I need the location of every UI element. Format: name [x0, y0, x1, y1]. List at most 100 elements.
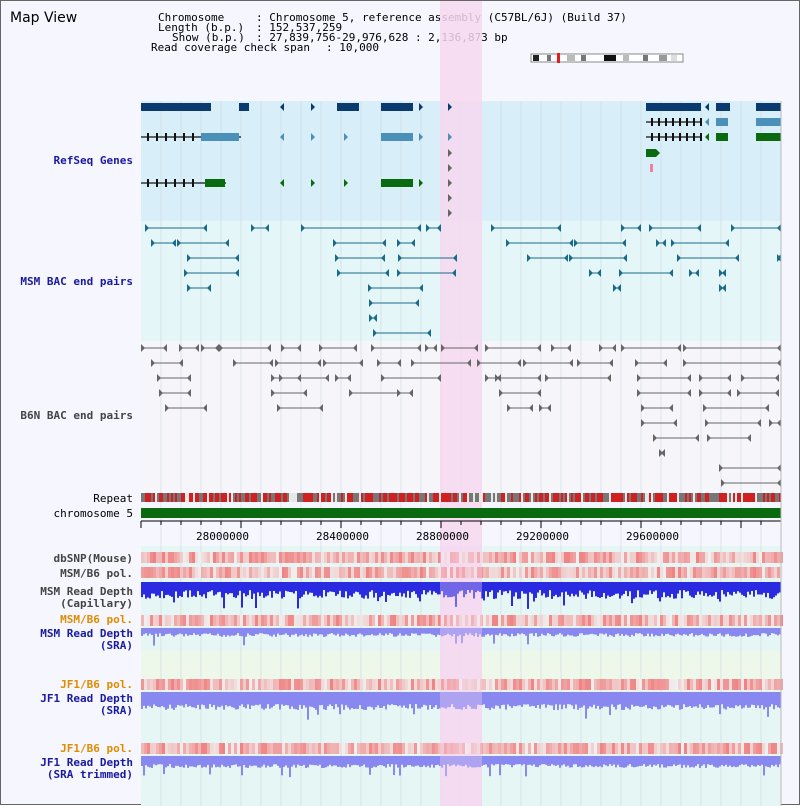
repeat-segment [603, 493, 605, 502]
jf1-depth-trimmed-bar [557, 756, 559, 765]
msm-b6-pol-heat-cell [306, 567, 309, 578]
msm-depth-sra-bar [297, 628, 299, 637]
jf1-b6-pol-heat-cell [381, 679, 384, 690]
repeat-segment [379, 493, 381, 502]
msm-b6-pol-heat-cell [723, 567, 726, 578]
jf1-b6-pol-heat-cell [642, 679, 645, 690]
jf1-depth-sra-bar [481, 692, 483, 706]
msm-depth-capillary-bar [269, 582, 271, 592]
msm-b6-pol-heat-cell [525, 567, 528, 578]
msm-b6-pol-heat-cell [273, 615, 276, 626]
track-label-msm-depth-sra-sub: (SRA) [99, 639, 133, 652]
jf1-depth-trimmed-bar [421, 756, 423, 767]
msm-b6-pol-heat-cell [405, 567, 408, 578]
jf1-depth-sra-bar [775, 692, 777, 706]
jf1-depth-sra-bar [325, 692, 327, 710]
msm-b6-pol-heat-cell [561, 567, 564, 578]
jf1-depth-trimmed-bar [335, 756, 337, 766]
msm-depth-capillary-bar [529, 582, 531, 593]
track-label-b6n-bac[interactable]: B6N BAC end pairs [20, 409, 133, 422]
msm-depth-sra-bar [751, 628, 753, 636]
jf1-b6-pol-heat-cell [474, 743, 477, 754]
jf1-b6-pol-heat-cell [426, 743, 429, 754]
msm-depth-capillary-bar [437, 582, 439, 595]
b6n-bac-end-marker [663, 359, 667, 367]
jf1-b6-pol-heat-cell [261, 743, 264, 754]
jf1-b6-pol-heat-cell [153, 679, 156, 690]
dbsnp-heat-cell [195, 552, 198, 563]
jf1-b6-pol-heat-cell [201, 743, 204, 754]
msm-depth-sra-bar [431, 628, 433, 635]
msm-depth-capillary-bar [347, 582, 349, 599]
jf1-b6-pol-heat-cell [345, 743, 348, 754]
jf1-depth-sra-bar [519, 692, 521, 706]
dbsnp-heat-cell [666, 552, 669, 563]
msm-b6-pol-heat-cell [420, 615, 423, 626]
msm-depth-sra-bar [693, 628, 695, 637]
track-label-msm-bac[interactable]: MSM BAC end pairs [20, 275, 133, 288]
msm-b6-pol-heat-cell [489, 567, 492, 578]
dbsnp-heat-cell [600, 552, 603, 563]
msm-b6-pol-heat-cell [222, 567, 225, 578]
refseq-exon [156, 179, 158, 187]
msm-depth-capillary-bar [741, 582, 743, 595]
repeat-segment [315, 493, 317, 502]
jf1-depth-sra-bar [549, 692, 551, 706]
jf1-depth-sra-bar [459, 692, 461, 710]
msm-b6-pol-heat-cell [492, 615, 495, 626]
coverage-value: : 10,000 [326, 41, 379, 54]
jf1-b6-pol-heat-cell [651, 743, 654, 754]
b6n-bac-end-marker [485, 374, 489, 382]
jf1-depth-sra-bar [483, 692, 485, 705]
jf1-depth-trimmed-bar [381, 756, 383, 766]
msm-depth-sra-bar [147, 628, 149, 636]
msm-depth-sra-bar [291, 628, 293, 635]
msm-b6-pol-heat-cell [153, 567, 156, 578]
jf1-b6-pol-heat-cell [714, 743, 717, 754]
repeat-segment [331, 493, 333, 502]
track-label-refseq[interactable]: RefSeq Genes [53, 154, 133, 167]
jf1-b6-pol-heat-cell [612, 679, 615, 690]
msm-b6-pol-heat-cell [291, 567, 294, 578]
jf1-depth-sra-bar [701, 692, 703, 708]
msm-b6-pol-heat-cell [753, 567, 756, 578]
dbsnp-heat-cell [483, 552, 486, 563]
jf1-depth-trimmed-bar [243, 756, 245, 766]
jf1-depth-trimmed-bar [535, 756, 537, 767]
msm-b6-pol-heat-cell [759, 615, 762, 626]
jf1-depth-trimmed-bar [547, 756, 549, 766]
msm-depth-sra-bar [765, 628, 767, 634]
msm-b6-pol-heat-cell [168, 567, 171, 578]
jf1-b6-pol-heat-cell [747, 743, 750, 754]
msm-b6-pol-heat-cell [621, 615, 624, 626]
dbsnp-heat-cell [144, 552, 147, 563]
jf1-depth-sra-bar [727, 692, 729, 707]
msm-bac-end-marker [656, 239, 660, 247]
jf1-b6-pol-heat-cell [558, 743, 561, 754]
jf1-depth-sra-bar [651, 692, 653, 710]
b6n-bac-end-marker [529, 404, 533, 412]
dbsnp-heat-cell [735, 552, 738, 563]
jf1-b6-pol-heat-cell [627, 679, 630, 690]
jf1-depth-trimmed-bar [669, 756, 671, 767]
jf1-depth-trimmed-bar [515, 756, 517, 765]
repeat-segment [273, 493, 275, 502]
msm-b6-pol-heat-cell [564, 567, 567, 578]
dbsnp-heat-cell [420, 552, 423, 563]
msm-bac-end-marker [574, 239, 578, 247]
repeat-segment [185, 493, 187, 502]
dbsnp-heat-cell [627, 552, 630, 563]
msm-depth-capillary-bar [633, 582, 635, 599]
jf1-depth-trimmed-bar [753, 756, 755, 767]
dbsnp-heat-cell [597, 552, 600, 563]
jf1-depth-trimmed-bar [375, 756, 377, 768]
jf1-b6-pol-heat-cell [759, 679, 762, 690]
dbsnp-heat-cell [756, 552, 759, 563]
msm-b6-pol-heat-cell [333, 567, 336, 578]
jf1-depth-trimmed-bar [577, 756, 579, 767]
msm-depth-capillary-bar [233, 582, 235, 598]
msm-depth-sra-bar [395, 628, 397, 637]
jf1-b6-pol-heat-cell [348, 743, 351, 754]
refseq-strand-arrow [311, 103, 315, 111]
